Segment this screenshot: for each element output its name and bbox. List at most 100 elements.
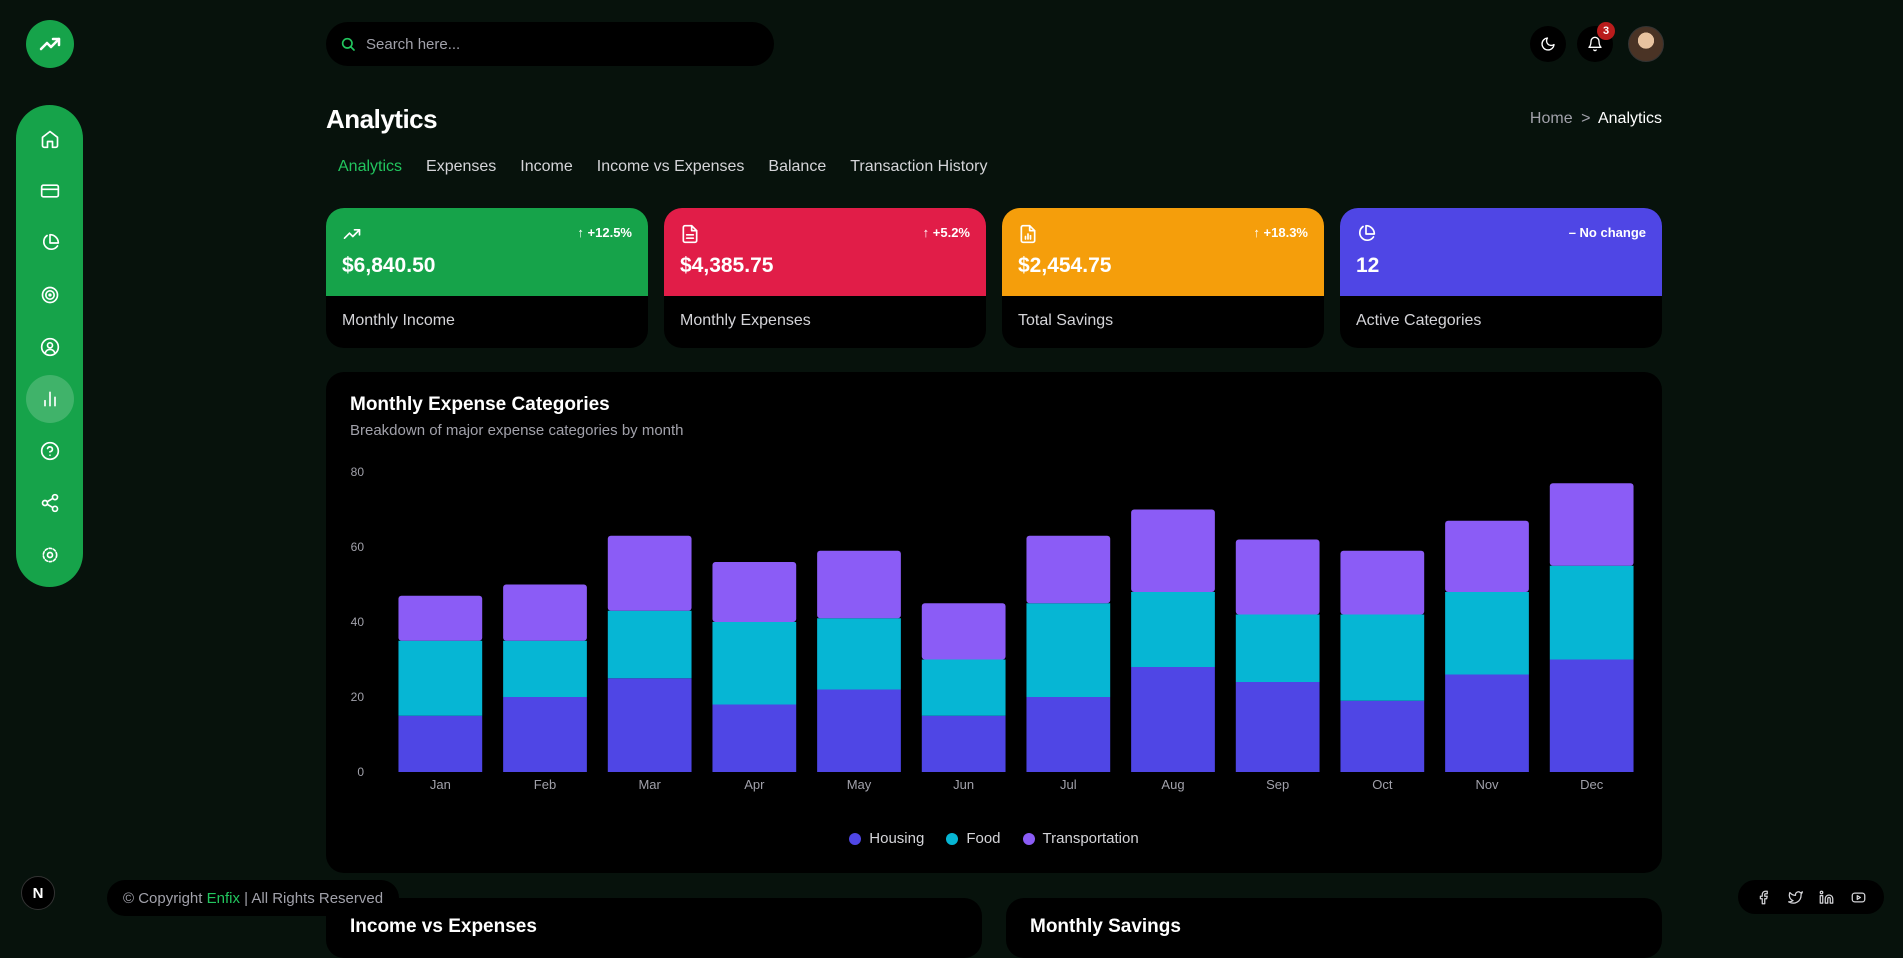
- sidebar-item-home[interactable]: [26, 115, 74, 163]
- stat-card-total-savings: ↑ +18.3% $2,454.75 Total Savings: [1002, 208, 1324, 348]
- breadcrumb-home-link[interactable]: Home: [1529, 110, 1573, 127]
- x-tick-label: Nov: [1475, 777, 1499, 792]
- twitter-icon[interactable]: [1787, 890, 1803, 905]
- tab-income-vs-expenses[interactable]: Income vs Expenses: [596, 158, 745, 175]
- stat-card-header: ↑ +18.3% $2,454.75: [1002, 208, 1324, 296]
- search-input[interactable]: [364, 34, 748, 54]
- expense-categories-chart-card: Monthly Expense Categories Breakdown of …: [326, 372, 1662, 873]
- bar-housing-jun[interactable]: [921, 715, 1006, 772]
- bar-housing-sep[interactable]: [1235, 682, 1320, 772]
- copyright-suffix: | All Rights Reserved: [239, 889, 384, 907]
- tab-balance[interactable]: Balance: [768, 158, 827, 175]
- bar-transportation-aug[interactable]: [1131, 509, 1215, 593]
- bar-food-feb[interactable]: [503, 640, 587, 697]
- bar-food-nov[interactable]: [1445, 592, 1529, 675]
- bar-transportation-may[interactable]: [817, 550, 901, 619]
- sidebar-item-cards[interactable]: [26, 167, 74, 215]
- stat-change: ↑ +5.2%: [922, 225, 970, 240]
- bar-food-jul[interactable]: [1026, 603, 1111, 697]
- bar-food-dec[interactable]: [1549, 565, 1634, 660]
- bar-food-sep[interactable]: [1235, 614, 1320, 683]
- stat-card-monthly-income: ↑ +12.5% $6,840.50 Monthly Income: [326, 208, 648, 348]
- bar-transportation-jun[interactable]: [921, 603, 1006, 660]
- bar-housing-dec[interactable]: [1549, 659, 1634, 773]
- moon-icon: [1541, 37, 1555, 51]
- card-title: Income vs Expenses: [350, 916, 537, 937]
- bar-food-apr[interactable]: [712, 622, 797, 705]
- bar-housing-may[interactable]: [817, 689, 901, 773]
- bar-housing-oct[interactable]: [1340, 700, 1425, 772]
- bar-transportation-jul[interactable]: [1026, 535, 1111, 604]
- stat-change: ↑ +18.3%: [1253, 225, 1308, 240]
- sidebar-item-share[interactable]: [26, 479, 74, 527]
- bar-transportation-feb[interactable]: [503, 584, 587, 641]
- legend-label: Transportation: [1042, 830, 1139, 847]
- bar-food-jun[interactable]: [921, 659, 1006, 716]
- bar-food-oct[interactable]: [1340, 614, 1425, 701]
- y-tick-label: 40: [351, 615, 365, 629]
- bar-housing-mar[interactable]: [607, 678, 692, 772]
- bar-transportation-mar[interactable]: [607, 535, 692, 611]
- facebook-icon[interactable]: [1756, 890, 1771, 905]
- bar-transportation-dec[interactable]: [1549, 483, 1634, 566]
- sidebar-item-profile[interactable]: [26, 323, 74, 371]
- notifications-button[interactable]: 3: [1577, 22, 1615, 62]
- copyright-footer: © Copyright Enfix | All Rights Reserved: [107, 880, 400, 916]
- legend-item-transportation[interactable]: Transportation: [1022, 830, 1139, 847]
- bar-transportation-apr[interactable]: [712, 562, 797, 622]
- tab-transaction-history[interactable]: Transaction History: [850, 158, 988, 175]
- legend-label: Food: [966, 830, 1001, 847]
- theme-toggle-button[interactable]: [1530, 26, 1566, 62]
- legend-item-food[interactable]: Food: [946, 830, 1001, 847]
- bar-food-mar[interactable]: [607, 610, 692, 679]
- tab-income[interactable]: Income: [520, 158, 573, 175]
- legend-item-housing[interactable]: Housing: [849, 830, 924, 847]
- sidebar-item-help[interactable]: [26, 427, 74, 475]
- youtube-icon[interactable]: [1851, 890, 1866, 905]
- nextjs-badge[interactable]: N: [21, 876, 55, 910]
- bar-transportation-sep[interactable]: [1235, 539, 1320, 615]
- brand-link[interactable]: Enfix: [206, 889, 240, 907]
- file-text-icon: [682, 224, 698, 244]
- bar-transportation-jan[interactable]: [398, 595, 483, 641]
- stat-label: Active Categories: [1356, 312, 1482, 329]
- sidebar-item-settings[interactable]: [26, 531, 74, 579]
- sidebar-item-reports[interactable]: [26, 219, 74, 267]
- sidebar-item-analytics[interactable]: [25, 375, 74, 423]
- x-tick-label: Mar: [638, 777, 661, 792]
- x-tick-label: May: [847, 777, 872, 792]
- stat-card-monthly-expenses: ↑ +5.2% $4,385.75 Monthly Expenses: [664, 208, 986, 348]
- bar-housing-feb[interactable]: [503, 697, 587, 772]
- search-bar: [326, 22, 774, 66]
- stat-change: – No change: [1568, 225, 1646, 240]
- tab-analytics[interactable]: Analytics: [338, 158, 403, 175]
- copyright-prefix: © Copyright: [123, 889, 207, 907]
- bar-housing-jul[interactable]: [1026, 697, 1111, 772]
- credit-card-icon: [40, 184, 59, 198]
- user-avatar[interactable]: [1628, 26, 1664, 62]
- stat-value: $4,385.75: [680, 254, 774, 277]
- bar-housing-nov[interactable]: [1445, 674, 1529, 773]
- tab-expenses[interactable]: Expenses: [426, 158, 497, 175]
- bar-food-jan[interactable]: [398, 640, 483, 716]
- bar-housing-jan[interactable]: [398, 715, 483, 772]
- bar-food-aug[interactable]: [1131, 592, 1215, 667]
- linkedin-icon[interactable]: [1819, 890, 1834, 905]
- stat-label: Total Savings: [1018, 312, 1114, 329]
- breadcrumb-current: Analytics: [1597, 110, 1662, 127]
- stat-card-header: ↑ +12.5% $6,840.50: [326, 208, 648, 296]
- bar-transportation-nov[interactable]: [1445, 520, 1529, 592]
- pie-chart-icon: [42, 233, 59, 251]
- bar-food-may[interactable]: [817, 618, 901, 690]
- bar-housing-apr[interactable]: [712, 704, 797, 773]
- bar-housing-aug[interactable]: [1131, 667, 1215, 772]
- x-tick-label: Feb: [534, 777, 556, 792]
- legend-swatch: [849, 832, 862, 845]
- sidebar: [16, 105, 83, 587]
- sidebar-item-goals[interactable]: [26, 271, 74, 319]
- app-logo[interactable]: [26, 20, 74, 68]
- monthly-savings-card: Monthly Savings: [1006, 898, 1662, 958]
- bar-transportation-oct[interactable]: [1340, 550, 1425, 615]
- search-icon: [341, 37, 355, 51]
- income-vs-expenses-card: Income vs Expenses: [326, 898, 982, 958]
